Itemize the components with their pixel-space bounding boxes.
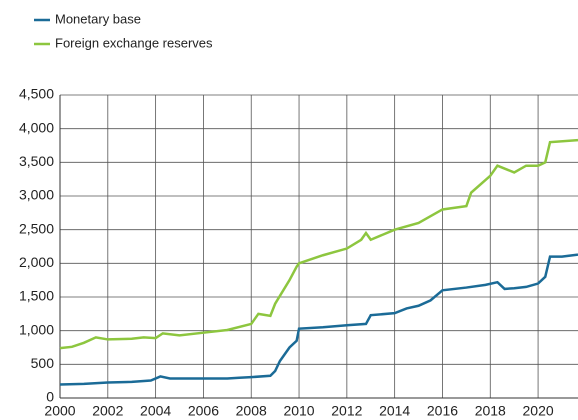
x-tick-label: 2012 (331, 403, 362, 419)
x-tick-label: 2002 (92, 403, 123, 419)
y-tick-label: 1,000 (19, 321, 54, 337)
y-tick-label: 500 (31, 355, 55, 371)
x-tick-label: 2008 (236, 403, 267, 419)
x-tick-label: 2010 (283, 403, 314, 419)
y-tick-label: 2,000 (19, 254, 54, 270)
legend-label: Foreign exchange reserves (55, 35, 213, 50)
y-tick-label: 4,500 (19, 86, 54, 102)
x-tick-label: 2000 (44, 403, 75, 419)
x-tick-label: 2016 (427, 403, 458, 419)
series-line (59, 138, 578, 350)
y-tick-label: 0 (46, 389, 54, 405)
y-tick-label: 3,000 (19, 187, 54, 203)
x-tick-label: 2020 (523, 403, 554, 419)
x-tick-label: 2018 (475, 403, 506, 419)
legend-label: Monetary base (55, 11, 141, 26)
series-line (59, 253, 578, 386)
x-tick-label: 2014 (379, 403, 410, 419)
y-tick-label: 3,500 (19, 153, 54, 169)
x-tick-label: 2006 (188, 403, 219, 419)
y-tick-label: 2,500 (19, 220, 54, 236)
y-tick-label: 1,500 (19, 288, 54, 304)
x-tick-label: 2004 (140, 403, 171, 419)
y-tick-label: 4,000 (19, 119, 54, 135)
